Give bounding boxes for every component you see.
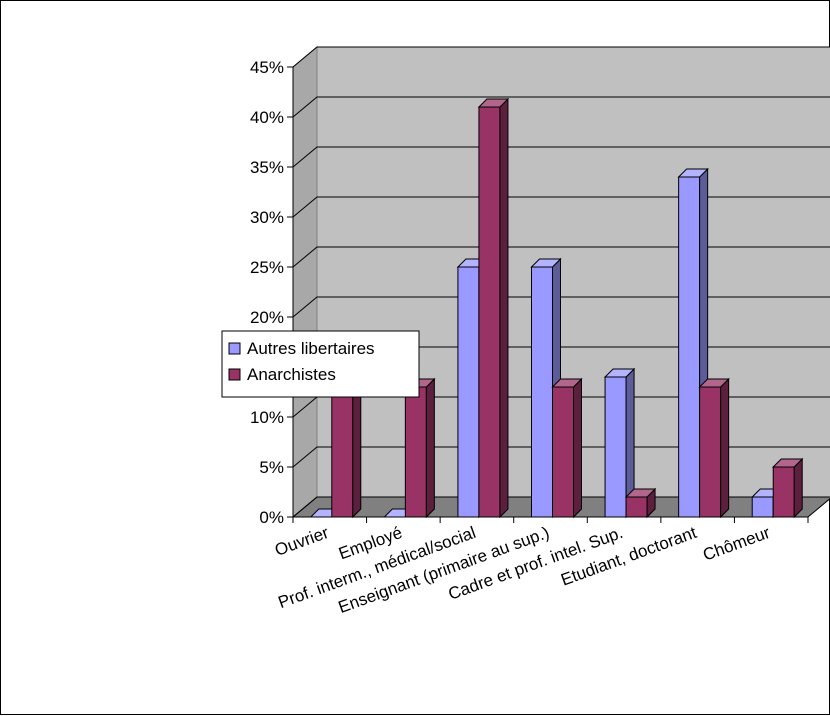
gridline <box>292 446 830 468</box>
bar-top <box>551 378 583 388</box>
legend: Autres libertaires Anarchistes <box>221 330 420 398</box>
bar-front <box>478 106 501 518</box>
legend-label: Anarchistes <box>247 365 336 384</box>
bar-side <box>720 377 730 519</box>
y-tick-label: 0% <box>259 508 284 527</box>
gridline <box>292 496 830 518</box>
bar-top <box>698 378 730 388</box>
bar <box>404 377 436 519</box>
y-tick-label: 10% <box>250 408 284 427</box>
y-tick-label: 5% <box>259 458 284 477</box>
bar-side <box>573 377 582 519</box>
bar-front <box>404 386 427 518</box>
y-tick-label: 30% <box>250 208 284 227</box>
gridline <box>292 46 830 68</box>
y-tick-label: 40% <box>250 108 284 127</box>
bar-front <box>625 496 648 518</box>
legend-box <box>221 330 420 398</box>
gridline <box>292 296 830 318</box>
bar-top <box>772 458 804 468</box>
bar-side <box>425 377 435 519</box>
bar-top <box>603 368 636 378</box>
bar-front <box>552 386 574 518</box>
bar-top <box>530 258 562 268</box>
bar <box>772 457 804 519</box>
legend-swatch <box>228 368 241 381</box>
bar-front <box>457 266 480 518</box>
bar <box>330 377 362 519</box>
x-tick-label: Chômeur <box>700 523 773 565</box>
gridline <box>292 196 830 218</box>
bar <box>477 97 510 519</box>
bar <box>698 377 730 519</box>
y-tick-label: 45% <box>250 58 284 77</box>
y-tick-label: 25% <box>250 258 284 277</box>
bars <box>309 97 804 519</box>
legend-label: Autres libertaires <box>247 339 375 358</box>
bar-side <box>499 97 509 519</box>
bar <box>551 377 583 519</box>
y-tick-label: 35% <box>250 158 284 177</box>
gridline <box>292 146 830 168</box>
bar <box>624 487 657 519</box>
bar-front <box>678 176 701 518</box>
bar-front <box>331 386 354 518</box>
bar-side <box>352 377 362 519</box>
bar-side <box>793 457 803 519</box>
bar-front <box>751 496 774 518</box>
bar-top <box>624 488 657 498</box>
bar-top <box>677 168 709 178</box>
legend-swatch <box>228 342 241 355</box>
x-tick-label: Ouvrier <box>272 523 331 560</box>
side-wall <box>292 45 318 519</box>
bar-front <box>604 376 627 518</box>
y-tick-label: 20% <box>250 308 284 327</box>
gridline <box>292 246 830 268</box>
gridline <box>292 96 830 118</box>
bar-front <box>772 466 795 518</box>
bar <box>603 367 636 519</box>
bar-top <box>477 98 510 108</box>
y-tick-labels: 0%5%10%15%20%25%30%35%40%45% <box>250 58 284 527</box>
bar-front <box>699 386 722 518</box>
bar-front <box>531 266 553 518</box>
